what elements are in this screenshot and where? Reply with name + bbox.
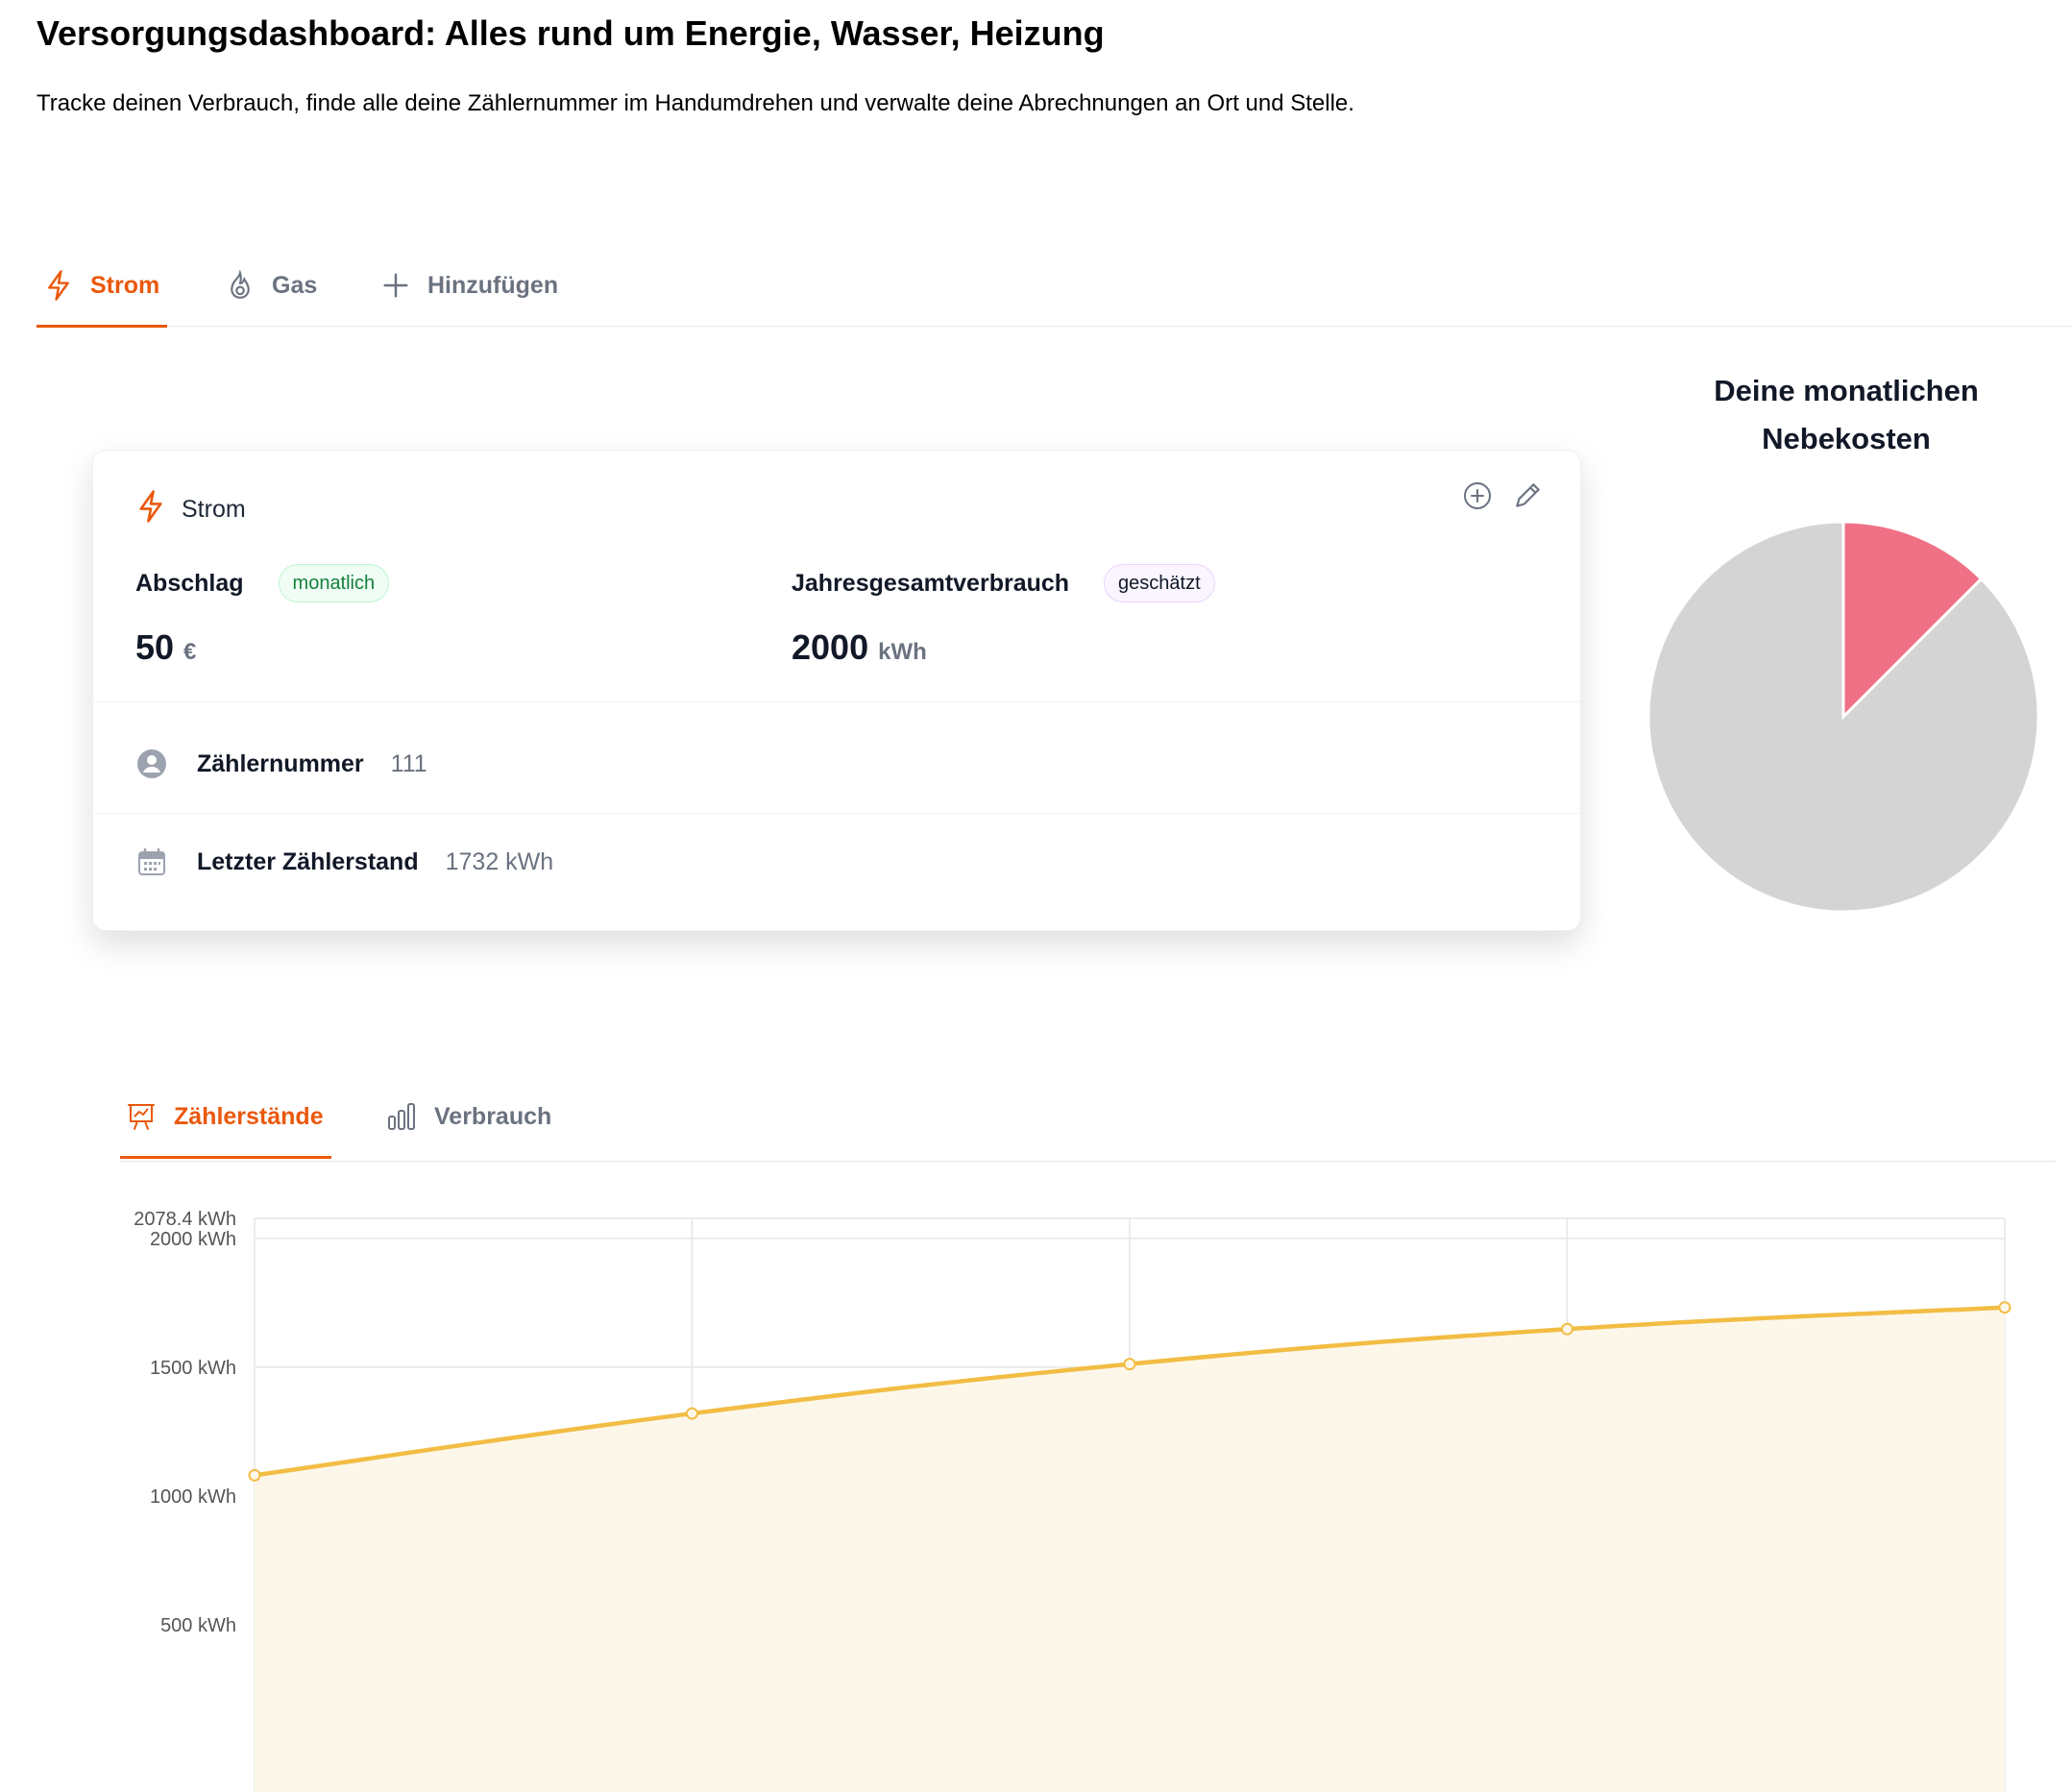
jahresverbrauch-label: Jahresgesamtverbrauch: [792, 569, 1070, 597]
y-tick-label: 2000 kWh: [150, 1229, 236, 1250]
y-tick-label: 1000 kWh: [150, 1486, 236, 1508]
tab-label: Strom: [90, 271, 160, 299]
jahresverbrauch-value: 2000: [792, 627, 869, 667]
utility-tabs: Strom Gas Hinzufügen: [37, 245, 2072, 328]
zaehlerstand-label: Letzter Zählerstand: [197, 847, 419, 875]
page-subtitle: Tracke deinen Verbrauch, finde alle dein…: [37, 90, 1354, 116]
y-tick-label: 500 kWh: [160, 1615, 236, 1636]
lightning-icon: [135, 489, 166, 530]
abschlag-value: 50: [135, 627, 175, 667]
y-tick-label: 1500 kWh: [150, 1358, 236, 1379]
tab-gas[interactable]: Gas: [226, 245, 317, 326]
tab-strom[interactable]: Strom: [37, 245, 168, 328]
pie-title-line1: Deine monatlichen: [1714, 374, 1979, 407]
zaehlerstand-row: Letzter Zählerstand 1732 kWh: [135, 846, 553, 878]
tab-label: Hinzufügen: [427, 271, 559, 299]
series-area: [255, 1307, 2005, 1792]
pie-slice-0: [1841, 520, 1984, 721]
page-title: Versorgungsdashboard: Alles rund um Ener…: [37, 13, 1105, 53]
zaehlernummer-label: Zählernummer: [197, 749, 364, 777]
nebenkosten-pie-chart: [1646, 520, 2040, 914]
plus-icon: [381, 271, 410, 300]
chart-tabs: Zählerstände Verbrauch: [120, 1076, 2057, 1162]
pie-slice-1: [1646, 520, 2040, 914]
pie-title-line2: Nebekosten: [1762, 422, 1931, 455]
tab-label: Gas: [272, 271, 318, 299]
tab-label: Verbrauch: [434, 1102, 552, 1130]
data-point[interactable]: [686, 1407, 698, 1420]
abschlag-label: Abschlag: [135, 569, 244, 597]
flame-icon: [226, 270, 255, 301]
divider: [93, 701, 1580, 702]
card-actions: [1461, 479, 1544, 512]
divider: [93, 813, 1580, 814]
add-reading-button[interactable]: [1461, 479, 1494, 512]
bar-chart-icon: [386, 1101, 417, 1132]
y-tick-label: 2078.4 kWh: [134, 1209, 236, 1230]
tab-zaehlerstaende[interactable]: Zählerstände: [120, 1076, 331, 1159]
data-point[interactable]: [248, 1468, 261, 1482]
data-point[interactable]: [1561, 1322, 1573, 1336]
presentation-chart-icon: [126, 1101, 157, 1132]
abschlag-badge: monatlich: [278, 564, 390, 602]
jahresverbrauch-badge: geschätzt: [1104, 564, 1215, 602]
calendar-icon: [135, 846, 168, 878]
zaehlerstand-value: 1732 kWh: [445, 847, 554, 875]
pencil-icon: [1516, 483, 1540, 507]
tab-hinzufuegen[interactable]: Hinzufügen: [381, 245, 558, 326]
abschlag-unit: €: [183, 639, 197, 665]
data-point[interactable]: [1998, 1301, 2011, 1314]
tab-verbrauch[interactable]: Verbrauch: [386, 1076, 551, 1157]
abschlag-metric: Abschlag monatlich 50 €: [135, 564, 390, 668]
zaehlernummer-row: Zählernummer 111: [135, 748, 427, 780]
card-title: Strom: [182, 496, 246, 523]
plus-circle-icon: [1464, 482, 1491, 509]
card-header: Strom: [135, 489, 246, 530]
zaehlernummer-value: 111: [390, 749, 427, 777]
strom-card: Strom Abschlag monatlich 50 € Jahresgesa…: [92, 450, 1581, 931]
tab-label: Zählerstände: [174, 1102, 324, 1130]
jahresverbrauch-metric: Jahresgesamtverbrauch geschätzt 2000 kWh: [792, 564, 1215, 668]
jahresverbrauch-unit: kWh: [878, 639, 927, 665]
lightning-icon: [44, 269, 73, 302]
user-circle-icon: [135, 748, 168, 780]
data-point[interactable]: [1123, 1358, 1136, 1371]
edit-button[interactable]: [1511, 479, 1544, 512]
pie-title: Deine monatlichen Nebekosten: [1633, 367, 2060, 463]
